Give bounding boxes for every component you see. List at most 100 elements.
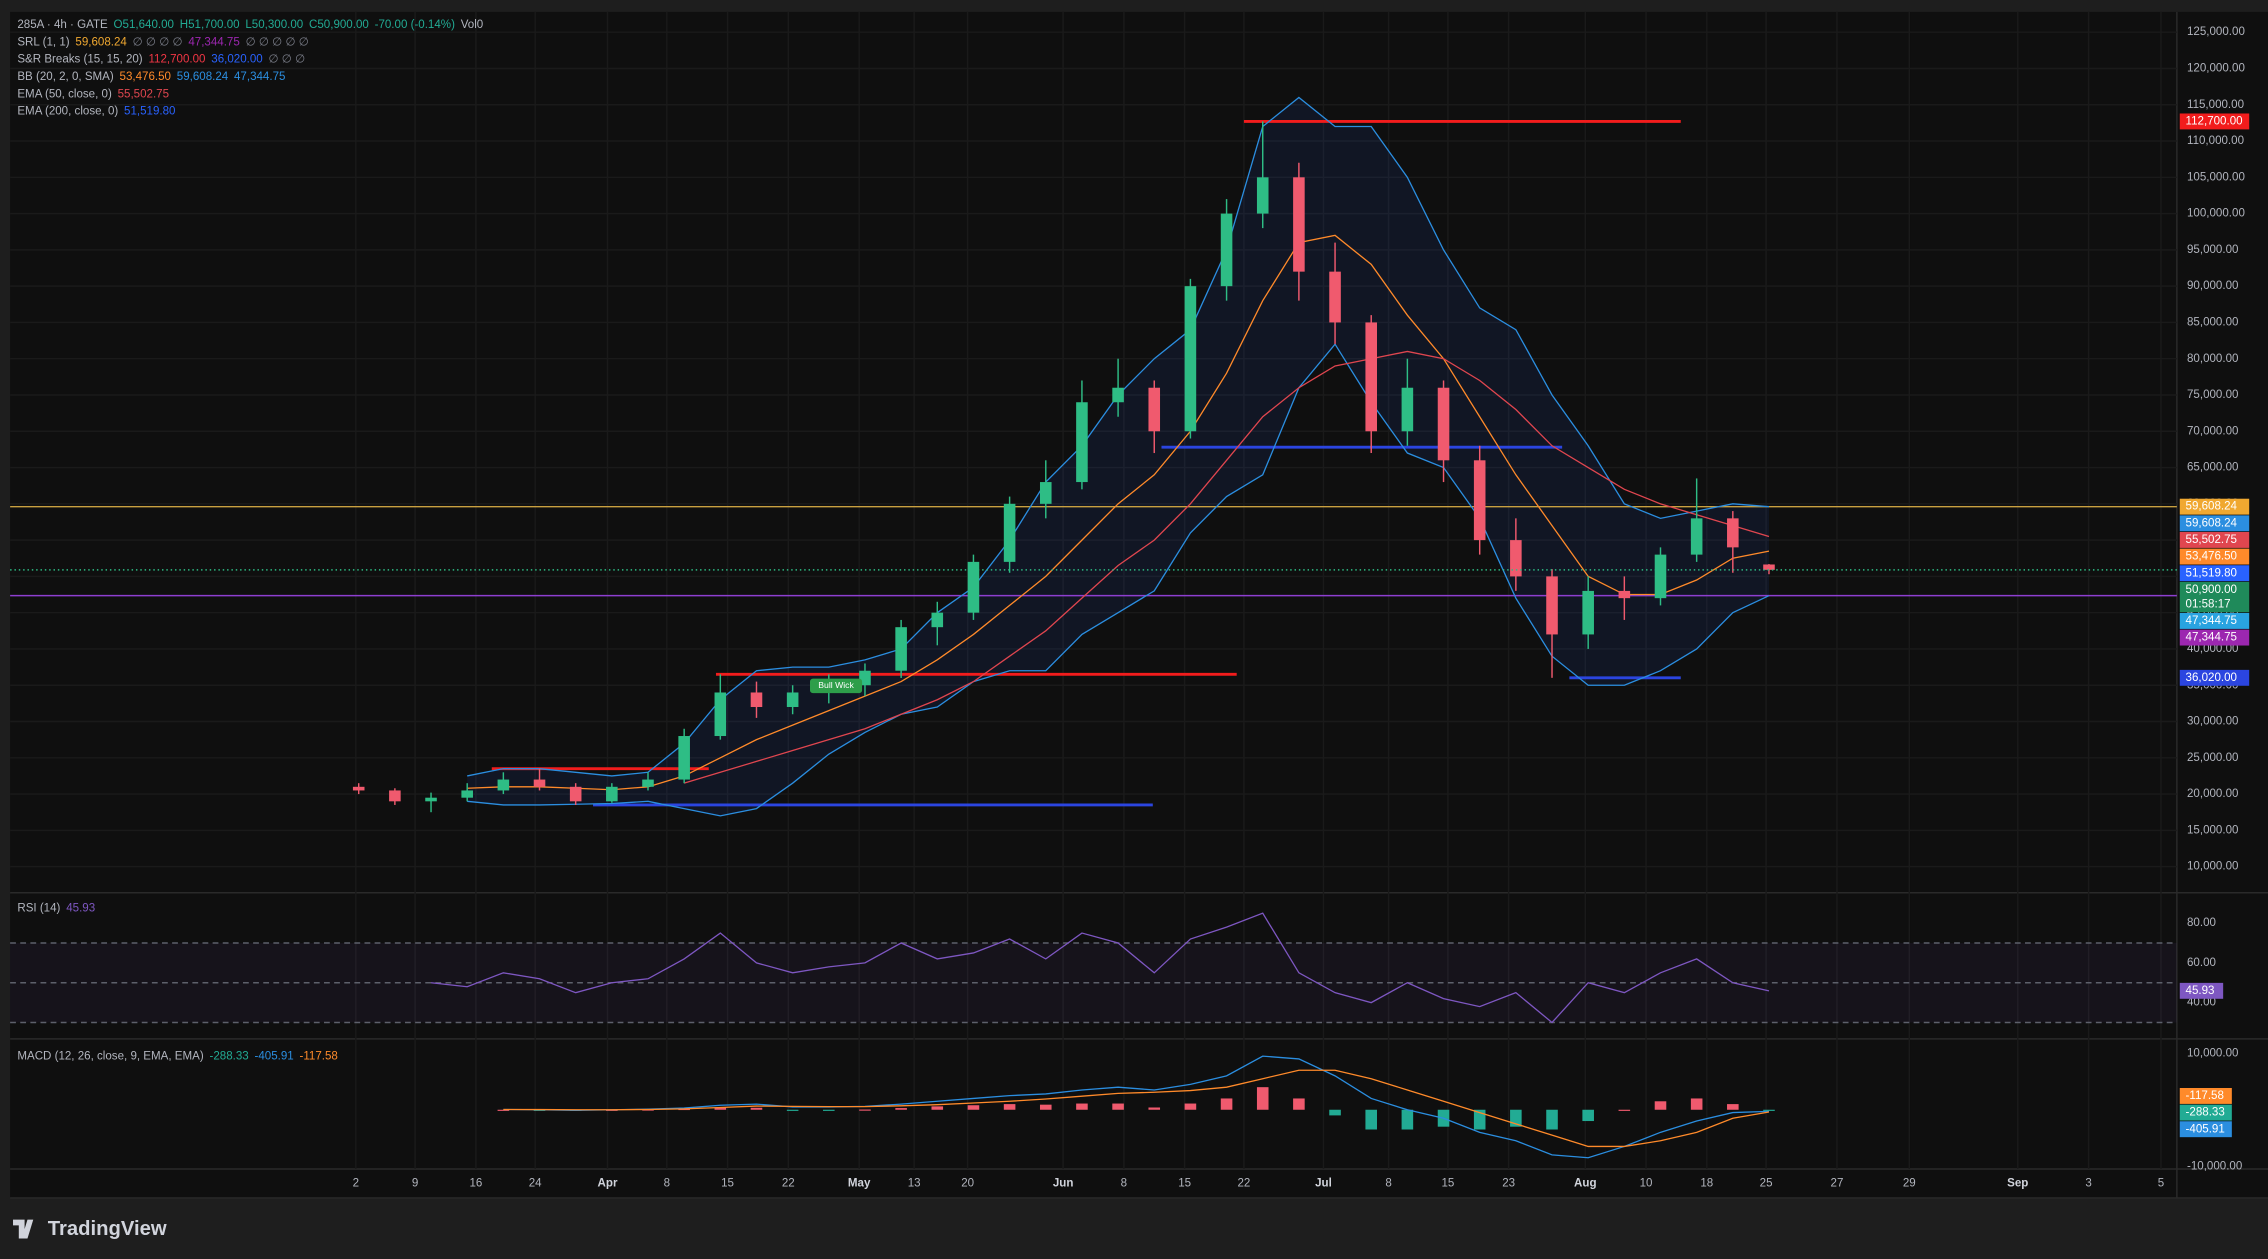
macd-title: MACD (12, 26, close, 9, EMA, EMA) (17, 1050, 203, 1062)
candle-body (1076, 402, 1088, 483)
candle-body (967, 561, 980, 613)
price-tag-label: 36,020.00 (2186, 672, 2237, 684)
price-tag-label: 47,344.75 (2186, 632, 2237, 644)
macd-histogram-bar (1546, 1109, 1558, 1130)
y-tick-label: 10,000.00 (2187, 861, 2238, 873)
macd-histogram-bar (1510, 1109, 1522, 1127)
macd-histogram-bar (1365, 1109, 1377, 1130)
macd-histogram-bar (1329, 1109, 1341, 1116)
macd-histogram-bar (1003, 1104, 1016, 1110)
macd-tick-label: 10,000.00 (2187, 1047, 2238, 1059)
candle-body (1510, 540, 1522, 577)
x-tick-label: 22 (1237, 1178, 1250, 1190)
candle-body (1546, 576, 1558, 635)
legend-item: 53,476.50 (120, 71, 171, 83)
rsi-tick-label: 60.00 (2187, 957, 2216, 969)
y-tick-label: 70,000.00 (2187, 425, 2238, 437)
legend-item: EMA (200, close, 0) (17, 106, 118, 118)
macd-legend-value: -405.91 (254, 1050, 293, 1062)
rsi-value: 45.93 (66, 903, 95, 915)
y-tick-label: 100,000.00 (2187, 208, 2245, 220)
legend-item: 47,344.75 (234, 71, 285, 83)
candle-body (1148, 387, 1161, 432)
price-tag-label: 47,344.75 (2186, 615, 2237, 627)
macd-histogram-bar (714, 1107, 727, 1110)
macd-histogram-bar (859, 1109, 871, 1111)
x-tick-label: 24 (529, 1178, 542, 1190)
legend-item: 36,020.00 (211, 54, 262, 66)
macd-histogram-bar (895, 1108, 907, 1110)
macd-histogram-bar (931, 1106, 944, 1110)
candle-body (1329, 271, 1341, 323)
y-tick-label: 75,000.00 (2187, 389, 2238, 401)
legend-item: 285A · 4h · GATE (17, 19, 108, 31)
candle-body (425, 797, 437, 802)
macd-legend-value: -117.58 (299, 1050, 337, 1062)
candle-body (1763, 564, 1775, 570)
candle-body (1003, 503, 1016, 562)
y-tick-label: 40,000.00 (2187, 643, 2238, 655)
macd-tag (2179, 1087, 2232, 1104)
logo: TradingView (13, 1218, 167, 1240)
price-tag-label: 59,608.24 (2186, 501, 2238, 513)
legend-item: SRL (1, 1) (17, 36, 69, 48)
candle-body (1293, 177, 1305, 272)
annotation-text: Bull Wick (818, 680, 854, 690)
legend-item: -70.00 (-0.14%) (375, 19, 455, 31)
candle-body (642, 779, 654, 787)
rsi-tag (2179, 982, 2224, 999)
price-tag-label: 53,476.50 (2186, 551, 2237, 563)
macd-legend-value: -288.33 (209, 1050, 248, 1062)
macd-histogram-bar (823, 1109, 835, 1111)
candle-body (1184, 286, 1197, 432)
legend-item: H51,700.00 (180, 19, 240, 31)
price-tag (2179, 531, 2250, 548)
y-tick-label: 125,000.00 (2187, 26, 2245, 38)
x-tick-label: 22 (782, 1178, 795, 1190)
x-tick-label: 2 (353, 1178, 359, 1190)
chart-area (10, 11, 2268, 1198)
legend-item: EMA (50, close, 0) (17, 88, 112, 100)
candle-body (750, 692, 763, 707)
macd-histogram-bar (1112, 1103, 1124, 1110)
candle-body (678, 736, 690, 780)
macd-histogram-bar (497, 1109, 510, 1111)
candle-body (533, 779, 546, 787)
y-tick-label: 15,000.00 (2187, 824, 2238, 836)
candle-body (1473, 460, 1486, 541)
y-tick-label: 105,000.00 (2187, 171, 2245, 183)
macd-histogram-bar (1763, 1109, 1775, 1111)
price-tag (2179, 612, 2250, 629)
x-tick-label: Apr (598, 1178, 618, 1190)
legend-item: L50,300.00 (245, 19, 303, 31)
macd-histogram-bar (1401, 1109, 1414, 1130)
legend-item: ∅ ∅ ∅ ∅ ∅ (246, 36, 309, 48)
macd-tag-label: -405.91 (2186, 1123, 2225, 1135)
legend-item: ∅ ∅ ∅ (269, 54, 306, 66)
candle-body (714, 692, 727, 737)
candle-body (1582, 590, 1594, 635)
candle-body (352, 786, 365, 791)
legend-item: S&R Breaks (15, 15, 20) (17, 54, 142, 66)
candle-body (1112, 387, 1124, 403)
rsi-line (430, 912, 1770, 1024)
macd-tag-label: -117.58 (2186, 1090, 2224, 1102)
legend-item: O51,640.00 (114, 19, 174, 31)
legend-item: 51,519.80 (124, 106, 175, 118)
macd-line (503, 1055, 1770, 1159)
candle-body (1039, 482, 1052, 504)
x-tick-label: Jul (1315, 1178, 1332, 1190)
macd-histogram-bar (1076, 1103, 1088, 1110)
x-tick-label: 25 (1760, 1178, 1773, 1190)
candle-body (461, 790, 473, 798)
y-tick-label: 115,000.00 (2187, 99, 2244, 111)
x-tick-label: 27 (1831, 1178, 1844, 1190)
x-tick-label: 13 (908, 1178, 921, 1190)
legend-item: Vol0 (461, 19, 484, 31)
macd-tick-label: -10,000.00 (2187, 1160, 2242, 1172)
x-tick-label: 15 (721, 1178, 734, 1190)
x-tick-label: 8 (1121, 1178, 1127, 1190)
y-tick-label: 20,000.00 (2187, 788, 2238, 800)
candle-body (1437, 387, 1450, 461)
